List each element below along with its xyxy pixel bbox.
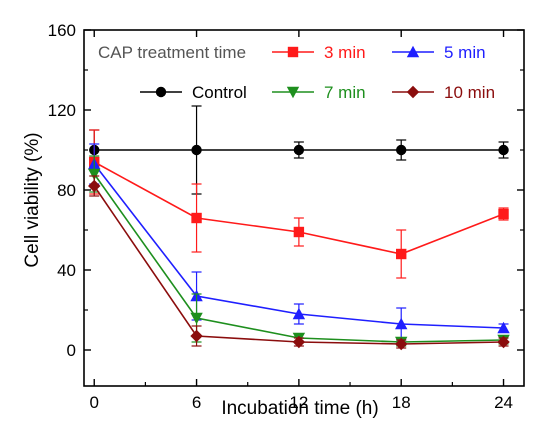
y-tick-label: 160 bbox=[48, 21, 76, 40]
data-point bbox=[498, 144, 509, 156]
x-tick-label: 24 bbox=[494, 393, 513, 412]
data-point bbox=[395, 317, 408, 330]
data-point bbox=[497, 335, 510, 349]
x-tick-label: 18 bbox=[392, 393, 411, 412]
legend-label: 10 min bbox=[444, 83, 495, 102]
y-tick-label: 0 bbox=[67, 341, 76, 360]
series-control bbox=[89, 105, 509, 195]
data-point bbox=[293, 144, 305, 156]
x-tick-label: 12 bbox=[289, 393, 308, 412]
legend-label: Control bbox=[192, 83, 247, 102]
legend-label: 5 min bbox=[444, 43, 486, 62]
data-point bbox=[88, 179, 101, 193]
series-10-min bbox=[88, 175, 510, 351]
legend-item-control: Control bbox=[140, 83, 247, 102]
x-tick-label: 0 bbox=[89, 393, 98, 412]
y-tick-label: 40 bbox=[57, 261, 76, 280]
y-tick-label: 80 bbox=[57, 181, 76, 200]
legend-label: 3 min bbox=[324, 43, 366, 62]
legend-marker bbox=[406, 85, 420, 99]
data-point bbox=[191, 212, 202, 224]
y-axis-label: Cell viability (%) bbox=[22, 132, 43, 267]
x-tick-label: 6 bbox=[192, 393, 201, 412]
data-point bbox=[292, 335, 306, 349]
legend-item-10-min: 10 min bbox=[392, 83, 495, 102]
data-point bbox=[498, 208, 509, 220]
data-point bbox=[396, 248, 407, 260]
legend-item-7-min: 7 min bbox=[272, 83, 366, 102]
data-point bbox=[292, 307, 306, 320]
legend-item-3-min: 3 min bbox=[272, 43, 366, 62]
legend-marker bbox=[406, 45, 420, 58]
data-point bbox=[293, 226, 305, 238]
series-layer bbox=[88, 105, 510, 351]
legend-label: 7 min bbox=[324, 83, 366, 102]
y-tick-label: 120 bbox=[48, 101, 76, 120]
data-point bbox=[191, 144, 202, 156]
legend-marker bbox=[155, 86, 167, 98]
plot-frame bbox=[83, 29, 525, 387]
data-point bbox=[396, 144, 407, 156]
data-point bbox=[395, 337, 408, 351]
legend: CAP treatment time Control 3 min 5 min 7 mi… bbox=[98, 43, 495, 102]
legend-item-5-min: 5 min bbox=[392, 43, 486, 62]
data-point bbox=[88, 168, 101, 181]
data-point bbox=[190, 312, 203, 325]
data-point bbox=[497, 321, 510, 334]
legend-title: CAP treatment time bbox=[98, 43, 246, 62]
legend-marker bbox=[287, 46, 299, 58]
legend-marker bbox=[286, 86, 300, 99]
x-axis-label: Incubation time (h) bbox=[221, 398, 378, 419]
axes: 0 6 12 18 24 0 40 80 120 160 bbox=[48, 21, 525, 412]
data-point bbox=[190, 329, 203, 343]
